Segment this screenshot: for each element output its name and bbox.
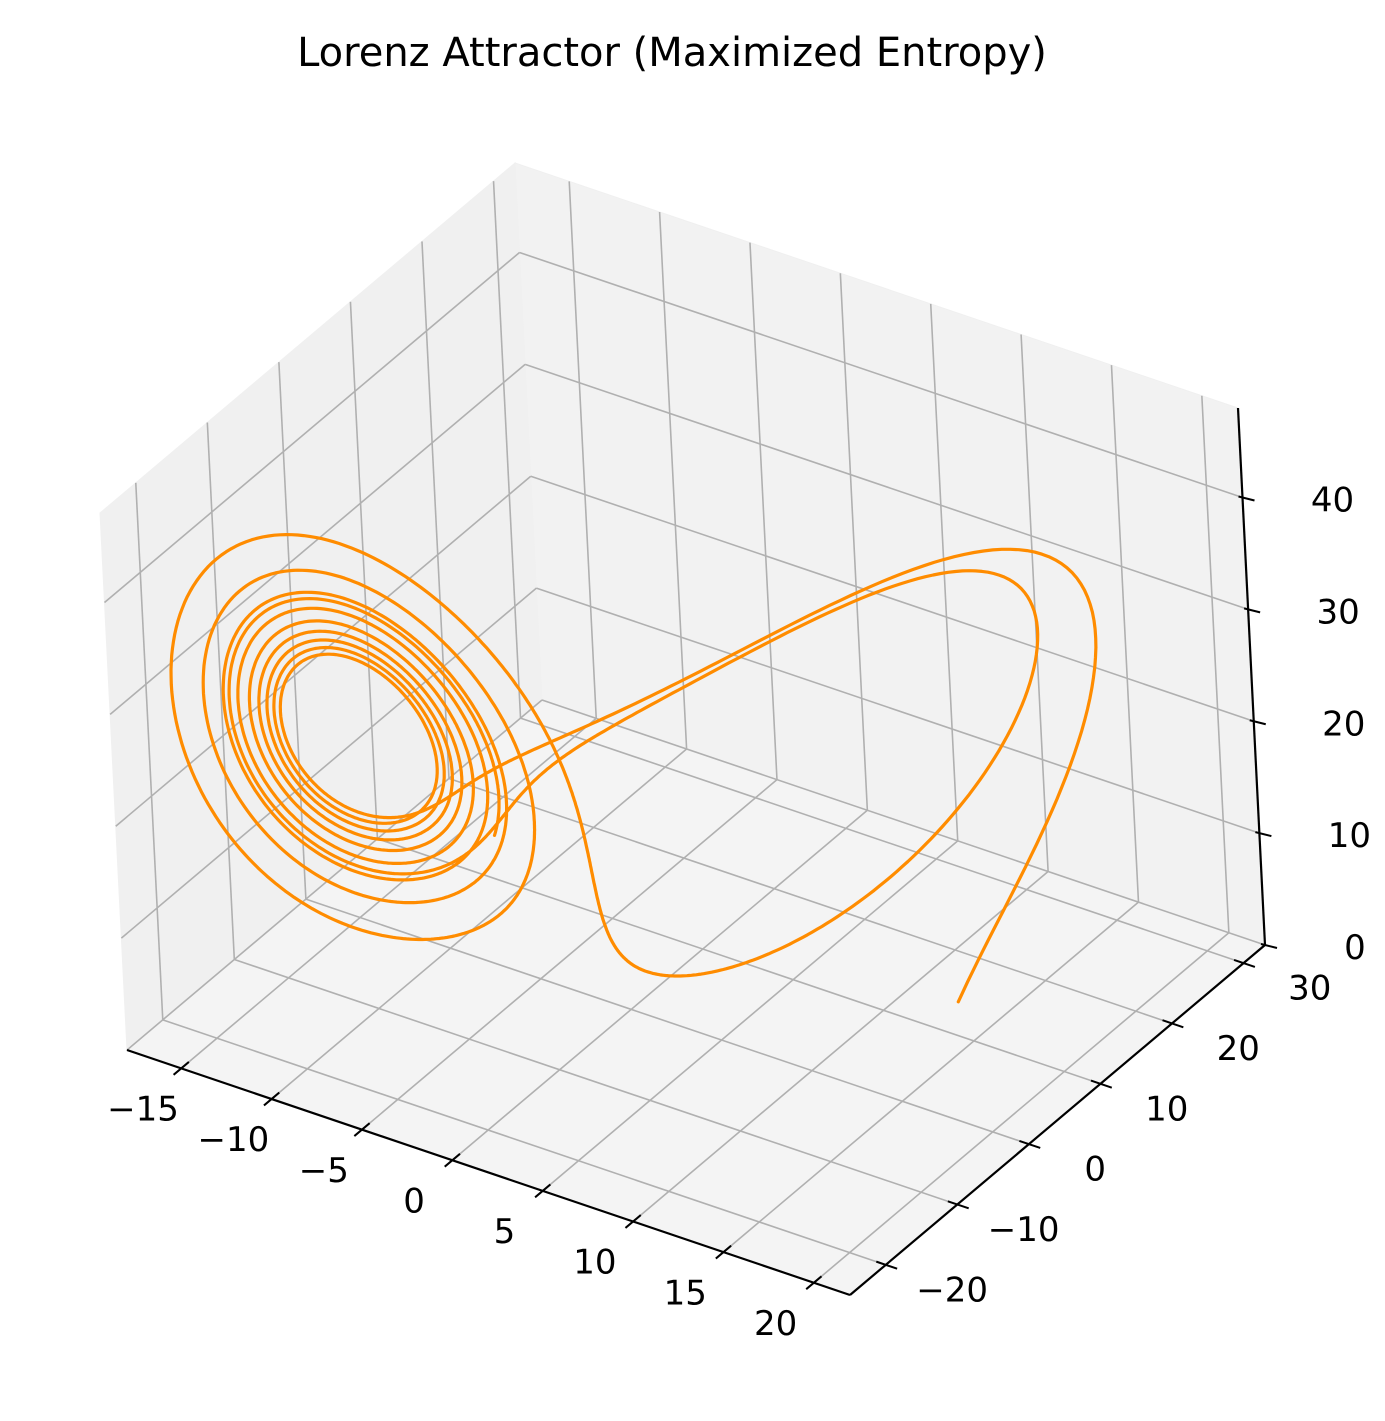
y-tick-label: 10: [1145, 1089, 1188, 1129]
x-tick: [172, 1061, 190, 1076]
x-tick-label: 20: [754, 1304, 797, 1344]
y-tick: [1233, 958, 1256, 968]
x-tick: [353, 1122, 371, 1137]
y-tick: [1019, 1139, 1041, 1149]
z-grid-back: [541, 699, 1266, 946]
chart-title: Lorenz Attractor (Maximized Entropy): [297, 30, 1047, 76]
z-grid-left: [126, 699, 543, 1051]
x-grid-floor: [813, 932, 1230, 1284]
y-tick-label: 30: [1288, 969, 1331, 1009]
z-grid-back: [530, 475, 1255, 723]
y-grid-floor: [520, 717, 1244, 964]
z-grid-back: [536, 587, 1260, 834]
x-axis-line: [126, 1048, 851, 1297]
y-tick-label: −20: [916, 1270, 988, 1310]
z-grid-back: [519, 251, 1243, 499]
z-tick-label: 40: [1311, 481, 1354, 521]
x-tick: [805, 1275, 823, 1290]
y-tick-label: 20: [1217, 1029, 1260, 1069]
y-grid-floor: [162, 1019, 887, 1266]
y-grid-floor: [234, 958, 958, 1206]
x-tick-label: −10: [198, 1120, 270, 1160]
z-tick-label: 20: [1322, 704, 1365, 744]
z-tick: [1260, 943, 1278, 949]
x-tick-label: 15: [664, 1273, 707, 1313]
x-tick-label: 0: [403, 1182, 425, 1222]
x-tick: [534, 1183, 552, 1199]
z-tick-label: 30: [1316, 592, 1359, 632]
y-tick: [1162, 1019, 1184, 1029]
x-tick-label: 5: [494, 1212, 516, 1252]
y-grid-floor: [448, 777, 1173, 1025]
x-tick: [263, 1091, 280, 1107]
y-tick: [1090, 1079, 1113, 1089]
x-tick-label: −15: [107, 1090, 179, 1130]
x-grid-floor: [542, 840, 959, 1192]
x-tick: [444, 1153, 461, 1168]
y-tick: [947, 1200, 970, 1210]
x-tick: [715, 1244, 732, 1260]
y-grid-floor: [377, 838, 1101, 1085]
y-tick-label: −10: [988, 1210, 1060, 1250]
x-tick-label: 10: [573, 1243, 616, 1283]
x-grid-floor: [271, 748, 688, 1100]
x-grid-floor: [632, 870, 1049, 1223]
x-grid-floor: [361, 779, 778, 1131]
y-tick: [875, 1260, 898, 1270]
y-axis-line: [849, 944, 1266, 1296]
z-tick-label: 0: [1344, 928, 1366, 968]
x-tick-label: −5: [299, 1151, 349, 1191]
z-grid-left: [103, 251, 521, 604]
z-tick: [1255, 831, 1272, 838]
z-grid-left: [115, 475, 532, 827]
series-layer: [169, 533, 1098, 1004]
z-tick: [1238, 495, 1255, 502]
z-tick-label: 10: [1328, 816, 1371, 856]
x-grid-floor: [451, 809, 868, 1161]
z-grid-left: [120, 587, 537, 939]
z-tick: [1243, 607, 1261, 614]
z-tick: [1249, 719, 1266, 726]
y-tick-label: 0: [1084, 1150, 1106, 1190]
z-grid-back: [524, 363, 1249, 611]
x-tick: [624, 1214, 642, 1229]
axis-lines: [126, 407, 1278, 1297]
x-grid-floor: [722, 901, 1139, 1253]
lorenz-trajectory-line: [169, 533, 1098, 1004]
